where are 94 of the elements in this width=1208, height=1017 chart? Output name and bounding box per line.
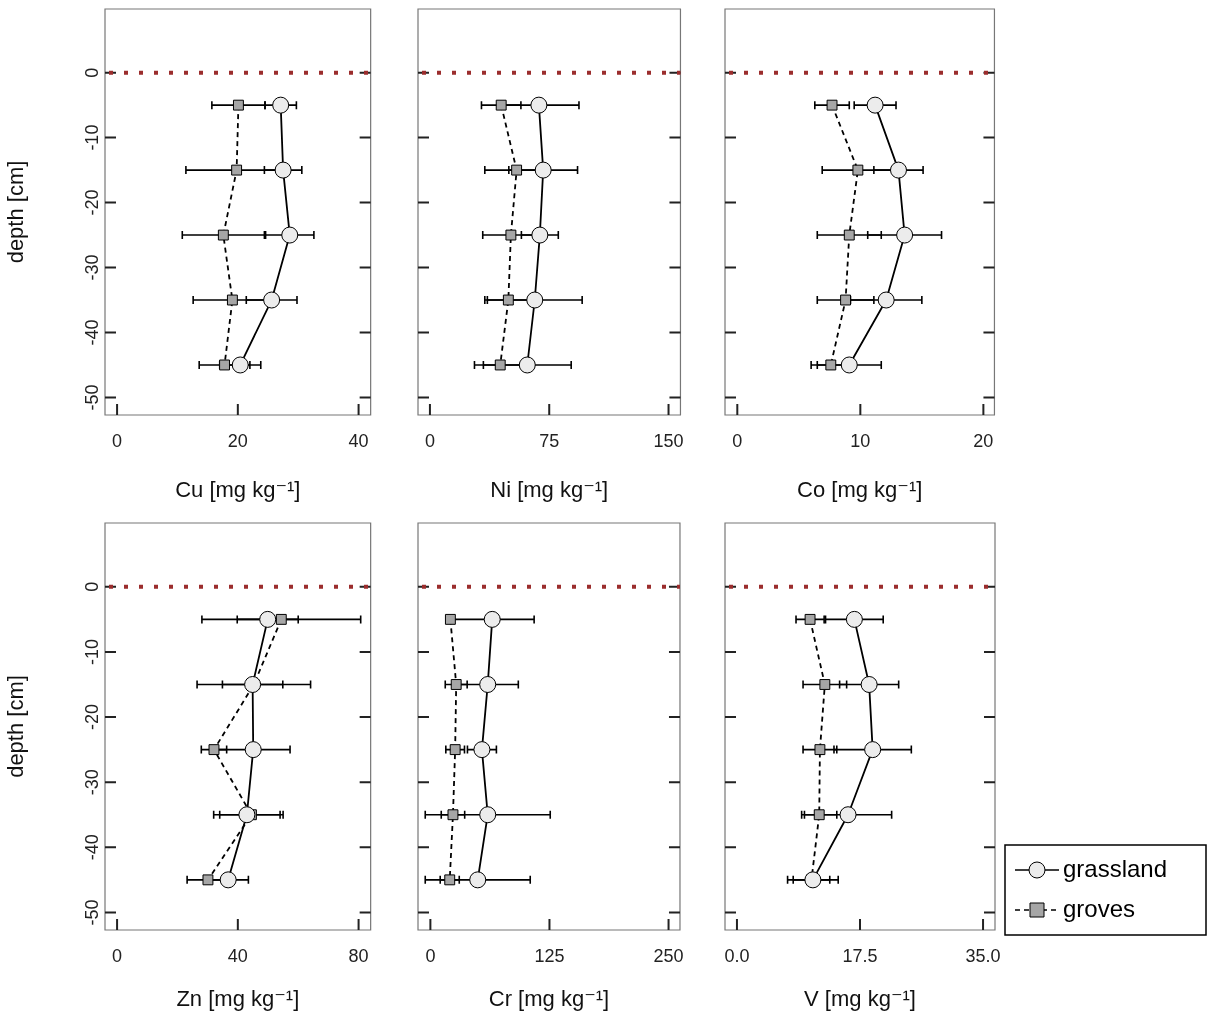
point xyxy=(259,610,277,628)
y-tick-label: -10 xyxy=(81,124,102,151)
x-axis-title: Zn [mg kg⁻¹] xyxy=(176,985,300,1011)
point xyxy=(272,96,290,114)
point xyxy=(804,613,816,625)
point xyxy=(495,99,507,111)
y-tick-label: -30 xyxy=(81,254,102,281)
y-axis-title: depth [cm] xyxy=(3,160,29,264)
point xyxy=(518,356,536,374)
x-tick-label: 0 xyxy=(112,430,123,451)
x-tick-label: 40 xyxy=(348,430,369,451)
x-axis-title: Cu [mg kg⁻¹] xyxy=(175,476,301,502)
x-tick-label: 17.5 xyxy=(842,945,878,966)
x-tick-label: 0 xyxy=(732,430,743,451)
x-tick-label: 125 xyxy=(534,945,565,966)
x-tick-label: 0 xyxy=(425,945,436,966)
point xyxy=(208,744,220,756)
point xyxy=(217,229,229,241)
point xyxy=(889,161,907,179)
point xyxy=(469,871,487,889)
x-tick-label: 20 xyxy=(973,430,994,451)
x-tick-label: 40 xyxy=(227,945,248,966)
legend-label: grassland xyxy=(1063,854,1168,882)
x-tick-label: 150 xyxy=(653,430,684,451)
point xyxy=(202,874,214,886)
point xyxy=(825,359,837,371)
point xyxy=(483,610,501,628)
point xyxy=(866,96,884,114)
x-axis-title: Cr [mg kg⁻¹] xyxy=(488,985,610,1011)
y-tick-label: -50 xyxy=(81,384,102,411)
point xyxy=(226,294,238,306)
y-tick-label: -40 xyxy=(81,319,102,346)
point xyxy=(505,229,517,241)
point xyxy=(232,99,244,111)
y-tick-label: -50 xyxy=(81,899,102,926)
x-axis-title: Ni [mg kg⁻¹] xyxy=(490,476,609,502)
point xyxy=(526,291,544,309)
point xyxy=(860,676,878,693)
x-tick-label: 10 xyxy=(850,430,871,451)
point xyxy=(444,613,456,625)
point xyxy=(819,679,831,690)
point xyxy=(839,806,857,824)
point xyxy=(231,164,243,176)
y-tick-label: -10 xyxy=(81,638,102,665)
x-axis-title: V [mg kg⁻¹] xyxy=(804,985,916,1011)
y-tick-label: -40 xyxy=(81,834,102,861)
point xyxy=(263,291,281,309)
point xyxy=(447,809,459,821)
x-tick-label: 35.0 xyxy=(965,945,1001,966)
point xyxy=(231,356,249,374)
x-tick-label: 0 xyxy=(112,945,123,966)
y-tick-label: 0 xyxy=(81,581,102,592)
point xyxy=(444,874,456,886)
point xyxy=(534,161,552,179)
legend-label: groves xyxy=(1063,894,1136,922)
point xyxy=(826,99,838,111)
point xyxy=(864,741,882,759)
point xyxy=(473,741,491,759)
point xyxy=(219,871,237,889)
point xyxy=(530,96,548,114)
point xyxy=(219,359,230,371)
point xyxy=(479,676,497,693)
x-tick-label: 75 xyxy=(539,430,560,451)
x-tick-label: 20 xyxy=(227,430,248,451)
point xyxy=(845,610,863,628)
point xyxy=(814,744,826,756)
point xyxy=(840,294,852,306)
point xyxy=(274,161,292,179)
x-tick-label: 0 xyxy=(424,430,435,451)
point xyxy=(450,679,462,690)
point xyxy=(494,359,506,371)
x-tick-label: 0.0 xyxy=(724,945,750,966)
point xyxy=(877,291,895,309)
point xyxy=(244,741,262,759)
y-axis-title: depth [cm] xyxy=(3,675,29,778)
point xyxy=(896,226,914,244)
y-tick-label: -20 xyxy=(81,704,102,731)
x-tick-label: 80 xyxy=(348,945,369,966)
y-tick-label: 0 xyxy=(81,67,102,78)
point xyxy=(511,164,523,176)
point xyxy=(502,294,514,306)
point xyxy=(449,744,461,756)
point xyxy=(281,226,299,244)
x-axis-title: Co [mg kg⁻¹] xyxy=(797,476,923,502)
point xyxy=(843,229,855,241)
y-tick-label: -30 xyxy=(81,769,102,796)
point xyxy=(275,613,287,625)
point xyxy=(852,164,864,176)
point xyxy=(813,809,825,821)
y-tick-label: -20 xyxy=(81,189,102,216)
x-tick-label: 250 xyxy=(653,945,684,966)
point xyxy=(479,806,497,824)
point xyxy=(840,356,858,374)
point xyxy=(531,226,549,244)
